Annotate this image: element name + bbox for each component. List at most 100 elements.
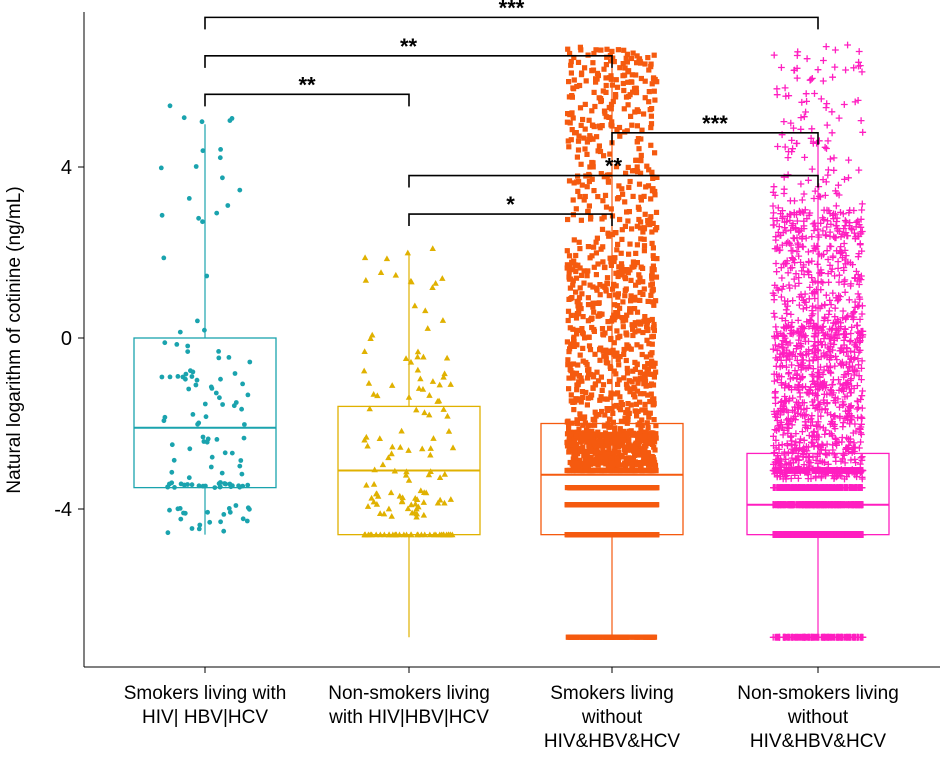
data-point (575, 138, 582, 144)
data-point (588, 467, 594, 474)
data-point (638, 236, 644, 242)
data-point (620, 191, 626, 197)
data-point (594, 134, 600, 140)
data-point (810, 227, 818, 234)
data-point (603, 287, 609, 293)
data-point (858, 357, 866, 365)
data-point (820, 57, 827, 64)
data-point (186, 196, 192, 201)
data-point (570, 115, 576, 121)
data-point (786, 217, 794, 224)
data-point (644, 322, 650, 328)
data-point (771, 426, 779, 433)
data-point (373, 500, 381, 507)
data-point (593, 457, 599, 463)
data-point (572, 448, 578, 454)
data-point (645, 360, 651, 367)
data-point (637, 375, 643, 381)
data-point (585, 209, 591, 215)
data-point (584, 273, 590, 279)
data-point (772, 323, 780, 331)
data-point (636, 146, 642, 152)
data-point (648, 391, 654, 397)
data-point (565, 216, 571, 223)
data-point (840, 101, 848, 108)
data-point (440, 373, 447, 380)
data-point (575, 502, 581, 508)
data-point (603, 89, 609, 95)
data-point (619, 485, 625, 491)
data-point (819, 214, 826, 222)
data-point (589, 315, 595, 321)
data-point (567, 264, 573, 270)
data-point (603, 356, 609, 362)
data-point (363, 433, 370, 440)
data-point (565, 357, 571, 363)
data-point (630, 368, 636, 374)
data-point (573, 634, 579, 640)
data-point (637, 460, 643, 466)
data-point (576, 458, 582, 464)
data-point (214, 437, 220, 442)
data-point (587, 164, 593, 170)
data-point (788, 440, 795, 448)
data-point (797, 125, 805, 133)
data-point (596, 438, 602, 445)
data-point (811, 90, 818, 97)
data-point (596, 300, 602, 306)
data-point (636, 467, 642, 474)
data-point (367, 335, 374, 342)
data-point (583, 78, 589, 84)
data-point (603, 75, 609, 81)
data-point (603, 634, 609, 640)
data-point (580, 116, 586, 123)
data-point (823, 451, 831, 459)
data-point (829, 73, 836, 81)
data-point (225, 203, 231, 208)
data-point (178, 516, 184, 522)
data-point (606, 452, 612, 458)
data-point (830, 166, 838, 174)
data-point (632, 376, 638, 382)
data-point (854, 382, 861, 389)
data-point (652, 439, 658, 445)
data-point (208, 464, 214, 470)
data-point (639, 351, 645, 358)
data-point (629, 264, 635, 270)
data-point (770, 292, 778, 299)
data-point (174, 342, 180, 347)
data-point (856, 295, 864, 303)
data-point (599, 387, 605, 393)
data-point (573, 268, 579, 275)
data-point (640, 329, 646, 336)
data-point (649, 358, 655, 364)
data-point (615, 381, 621, 387)
data-point (808, 371, 816, 378)
data-point (791, 282, 799, 290)
data-point (632, 408, 638, 414)
data-point (583, 453, 589, 459)
data-point (633, 72, 639, 78)
data-point (797, 180, 805, 188)
data-point (858, 431, 865, 438)
data-point (613, 77, 619, 83)
data-point (855, 372, 863, 380)
data-point (788, 137, 796, 144)
data-point (601, 174, 607, 180)
data-point (181, 482, 187, 488)
data-point (579, 378, 585, 384)
data-point (593, 413, 599, 419)
data-point (634, 388, 641, 394)
data-point (614, 328, 620, 334)
data-point (619, 264, 625, 270)
data-point (611, 368, 617, 374)
data-point (566, 422, 572, 428)
data-point (598, 171, 604, 177)
data-point (603, 352, 609, 358)
data-point (582, 146, 588, 152)
data-point (573, 485, 579, 491)
data-point (792, 270, 800, 278)
data-point (808, 257, 816, 265)
data-point (566, 467, 572, 474)
data-point (175, 506, 181, 512)
